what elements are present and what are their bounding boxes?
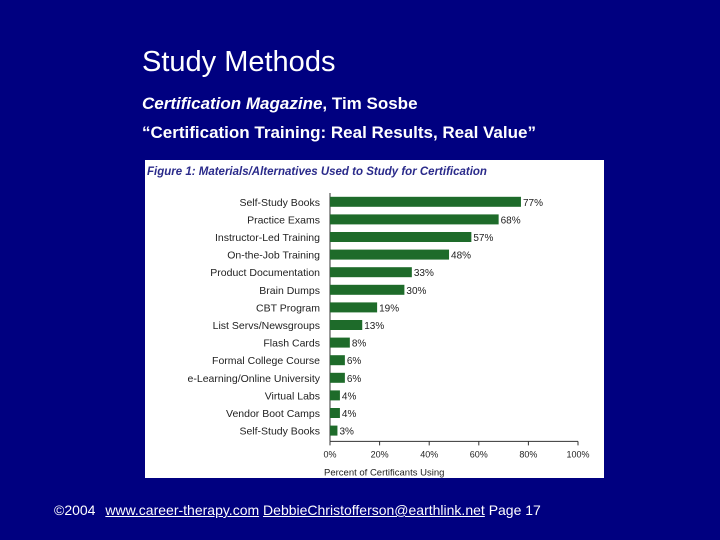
value-label: 6% (347, 374, 362, 385)
bar (330, 408, 340, 418)
category-label: On-the-Job Training (227, 250, 320, 262)
category-label: List Servs/Newsgroups (213, 320, 320, 332)
bar (330, 425, 338, 436)
x-axis-title: Percent of Certificants Using (324, 467, 444, 478)
category-label: Brain Dumps (259, 285, 320, 297)
category-label: Instructor-Led Training (215, 232, 320, 244)
x-tick-label: 60% (470, 449, 488, 459)
email-link[interactable]: DebbieChristofferson@earthlink.net (263, 502, 485, 518)
category-label: Flash Cards (263, 338, 320, 350)
category-label: Formal College Course (212, 355, 320, 367)
category-label: Product Documentation (210, 267, 320, 279)
category-label: Practice Exams (247, 214, 320, 226)
bar (330, 267, 412, 278)
category-label: Self-Study Books (239, 426, 320, 438)
value-label: 4% (342, 391, 357, 402)
category-label: Vendor Boot Camps (226, 408, 320, 420)
bar (330, 232, 472, 242)
magazine-name: Certification Magazine (142, 94, 323, 113)
value-label: 8% (352, 339, 367, 350)
bar (330, 337, 350, 348)
value-label: 33% (414, 268, 434, 279)
value-label: 13% (364, 321, 384, 332)
category-label: Self-Study Books (239, 197, 320, 209)
bar (330, 372, 345, 383)
article-title: “Certification Training: Real Results, R… (142, 123, 536, 142)
bar (330, 302, 378, 313)
value-label: 57% (473, 233, 493, 244)
page-number: Page 17 (488, 502, 541, 518)
x-tick-label: 20% (371, 449, 389, 459)
bar (330, 214, 499, 225)
chart-figure: Figure 1: Materials/Alternatives Used to… (145, 160, 604, 478)
value-label: 6% (347, 356, 362, 367)
category-label: CBT Program (256, 302, 320, 314)
value-label: 48% (451, 251, 471, 262)
x-tick-label: 40% (420, 449, 438, 459)
bar (330, 284, 405, 295)
footer: ©2004 www.career-therapy.com DebbieChris… (54, 502, 547, 518)
copyright: ©2004 (54, 502, 96, 518)
bar (330, 390, 340, 401)
value-label: 4% (342, 409, 357, 420)
x-tick-label: 80% (519, 449, 537, 459)
author-name: , Tim Sosbe (322, 94, 418, 113)
x-tick-label: 0% (323, 449, 336, 459)
value-label: 68% (501, 215, 521, 226)
x-tick-label: 100% (566, 449, 589, 459)
bar (330, 355, 345, 366)
bar (330, 196, 521, 207)
bar-chart: Figure 1: Materials/Alternatives Used to… (147, 166, 590, 478)
category-label: Virtual Labs (265, 390, 320, 402)
website-link[interactable]: www.career-therapy.com (105, 502, 260, 518)
category-label: e-Learning/Online University (188, 373, 321, 385)
figure-title: Figure 1: Materials/Alternatives Used to… (147, 166, 487, 178)
source-line: Certification Magazine, Tim Sosbe (142, 94, 418, 114)
value-label: 19% (379, 303, 399, 314)
value-label: 30% (406, 286, 426, 297)
bar (330, 249, 450, 260)
value-label: 77% (523, 198, 543, 209)
value-label: 3% (339, 427, 354, 438)
slide-title: Study Methods (142, 46, 336, 78)
bar (330, 320, 363, 330)
